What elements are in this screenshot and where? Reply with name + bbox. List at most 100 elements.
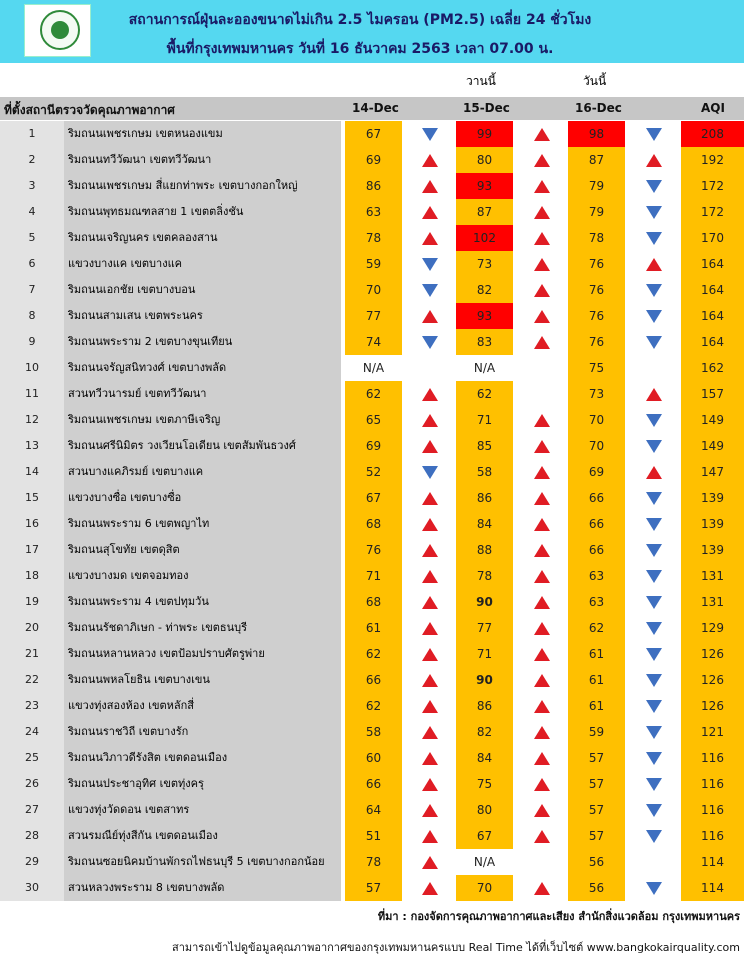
pm25-value-d2: 80 [456,797,513,823]
pm25-value-d2: 71 [456,641,513,667]
station-number: 21 [0,641,64,667]
trend-up-icon [527,485,557,511]
trend-up-icon [527,459,557,485]
trend-down-icon [639,641,669,667]
table-row: 1 ริมถนนเพชรเกษม เขตหนองแขม 67 99 98 208 [0,121,744,147]
trend-up-icon [415,771,445,797]
station-location: ริมถนนศรีนิมิตร วงเวียนโอเดียน เขตสัมพัน… [64,433,341,459]
pm25-value-d1: 78 [345,225,402,251]
pm25-value-d1: 77 [345,303,402,329]
trend-down-icon [639,667,669,693]
pm25-value-d3: 70 [568,407,625,433]
pm25-value-d3: 76 [568,251,625,277]
pm25-value-d2: 99 [456,121,513,147]
aqi-value: 149 [681,433,744,459]
table-row: 13 ริมถนนศรีนิมิตร วงเวียนโอเดียน เขตสัมพ… [0,433,744,459]
pm25-value-d3: 79 [568,199,625,225]
trend-down-icon [639,121,669,147]
trend-up-icon [415,173,445,199]
column-header: ที่ตั้งสถานีตรวจวัดคุณภาพอากาศ 14-Dec 15… [0,97,744,120]
table-row: 30 สวนหลวงพระราม 8 เขตบางพลัด 57 70 56 114 [0,875,744,901]
trend-down-icon [639,173,669,199]
pm25-value-d1: 52 [345,459,402,485]
aqi-value: 172 [681,173,744,199]
table-row: 18 แขวงบางมด เขตจอมทอง 71 78 63 131 [0,563,744,589]
station-location: ริมถนนซอยนิคมบ้านพักรถไฟธนบุรี 5 เขตบางก… [64,849,341,875]
pm25-value-d2: 58 [456,459,513,485]
trend-up-icon [415,589,445,615]
trend-down-icon [639,745,669,771]
page-subtitle: พื้นที่กรุงเทพมหานคร วันที่ 16 ธันวาคม 2… [166,41,554,57]
aqi-value: 114 [681,849,744,875]
pm25-value-d1: 51 [345,823,402,849]
pm25-value-d2: 90 [456,667,513,693]
pm25-value-d3: 78 [568,225,625,251]
pm25-value-d2: 86 [456,485,513,511]
station-number: 26 [0,771,64,797]
bma-seal-icon [40,10,80,50]
aqi-value: 162 [681,355,744,381]
bma-logo [24,4,91,57]
trend-up-icon [527,797,557,823]
pm25-value-d2: 93 [456,173,513,199]
aqi-value: 126 [681,693,744,719]
trend-down-icon [415,121,445,147]
trend-up-icon [415,407,445,433]
pm25-value-d1: 68 [345,589,402,615]
pm25-value-d1: 62 [345,381,402,407]
pm25-value-d3: 79 [568,173,625,199]
station-number: 14 [0,459,64,485]
trend-up-icon [415,485,445,511]
aqi-value: 126 [681,641,744,667]
yesterday-label: วานนี้ [466,74,496,88]
trend-down-icon [639,823,669,849]
pm25-value-d1: 76 [345,537,402,563]
station-location: ริมถนนเพชรเกษม เขตภาษีเจริญ [64,407,341,433]
trend-up-icon [527,745,557,771]
pm25-value-d3: 62 [568,615,625,641]
pm25-value-d2: 82 [456,719,513,745]
aqi-value: 116 [681,797,744,823]
pm25-value-d2: 88 [456,537,513,563]
pm25-value-d1: 59 [345,251,402,277]
trend-up-icon [527,147,557,173]
pm25-value-d1: 78 [345,849,402,875]
trend-up-icon [527,511,557,537]
trend-up-icon [527,641,557,667]
station-location: ริมถนนวิภาวดีรังสิต เขตดอนเมือง [64,745,341,771]
station-number: 25 [0,745,64,771]
table-row: 10 ริมถนนจรัญสนิทวงศ์ เขตบางพลัด N/A N/A 75 1… [0,355,744,381]
station-location: ริมถนนเอกชัย เขตบางบอน [64,277,341,303]
column-header-location: ที่ตั้งสถานีตรวจวัดคุณภาพอากาศ [4,103,175,117]
pm25-value-d1: 63 [345,199,402,225]
table-row: 19 ริมถนนพระราม 4 เขตปทุมวัน 68 90 63 131 [0,589,744,615]
station-number: 4 [0,199,64,225]
pm25-value-d3: 70 [568,433,625,459]
trend-down-icon [639,589,669,615]
pm25-value-d1: 70 [345,277,402,303]
pm25-value-d3: 98 [568,121,625,147]
table-row: 16 ริมถนนพระราม 6 เขตพญาไท 68 84 66 139 [0,511,744,537]
pm25-value-d1: 65 [345,407,402,433]
column-header-16dec: 16-Dec [575,101,622,115]
pm25-value-d1: N/A [345,355,402,381]
pm25-value-d3: 59 [568,719,625,745]
trend-up-icon [415,875,445,901]
pm25-value-d1: 68 [345,511,402,537]
trend-down-icon [639,537,669,563]
trend-up-icon [415,563,445,589]
trend-up-icon [527,589,557,615]
station-number: 27 [0,797,64,823]
trend-down-icon [639,719,669,745]
aqi-value: 164 [681,251,744,277]
pm25-value-d1: 66 [345,667,402,693]
pm25-value-d2: 67 [456,823,513,849]
trend-up-icon [527,615,557,641]
station-location: ริมถนนรัชดาภิเษก - ท่าพระ เขตธนบุรี [64,615,341,641]
table-row: 26 ริมถนนประชาอุทิศ เขตทุ่งครุ 66 75 57 116 [0,771,744,797]
station-number: 18 [0,563,64,589]
trend-up-icon [415,433,445,459]
pm25-value-d2: 87 [456,199,513,225]
station-location: แขวงทุ่งสองห้อง เขตหลักสี่ [64,693,341,719]
pm25-value-d1: 69 [345,147,402,173]
